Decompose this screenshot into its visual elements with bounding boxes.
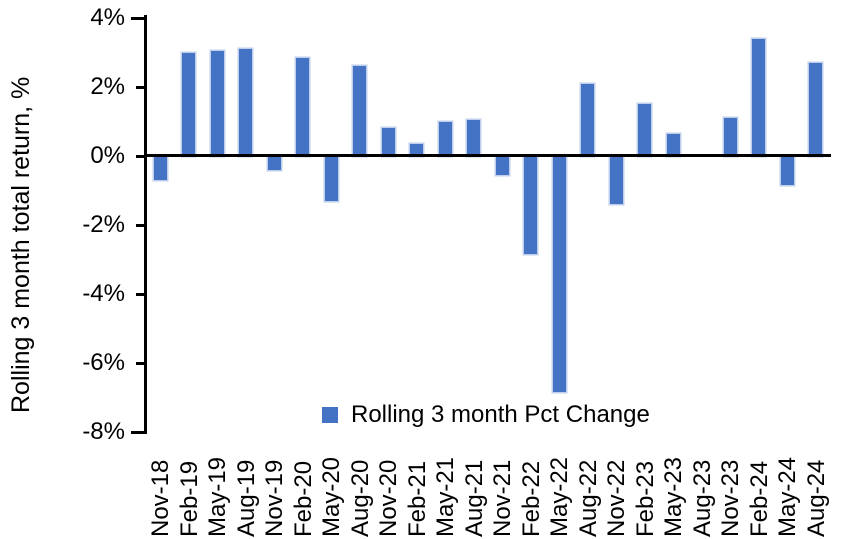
y-tick-label: -8% <box>82 418 125 445</box>
x-tick-label: Nov-23 <box>717 459 745 537</box>
bar-May-24 <box>780 156 794 186</box>
x-tick-label: Aug-22 <box>574 459 602 537</box>
x-tick-label: May-23 <box>660 456 688 537</box>
x-tick-label: Aug-24 <box>802 459 830 537</box>
y-tick-mark <box>136 85 145 89</box>
y-tick-mark <box>136 223 145 227</box>
x-tick-label: Feb-23 <box>631 460 659 537</box>
x-tick-label: Feb-20 <box>289 460 317 537</box>
y-tick-mark <box>136 154 145 158</box>
x-tick-label: Feb-24 <box>745 460 773 537</box>
x-tick-label: Aug-21 <box>460 459 488 537</box>
bar-Aug-21 <box>467 119 481 156</box>
bar-Nov-20 <box>381 128 395 156</box>
bar-May-22 <box>552 156 566 393</box>
x-tick-label: May-22 <box>546 456 574 537</box>
bar-Feb-19 <box>182 52 196 156</box>
y-axis-title: Rolling 3 month total return, % <box>7 76 35 413</box>
bar-Feb-23 <box>638 104 652 156</box>
x-tick-label: Nov-20 <box>375 459 403 537</box>
bar-Feb-24 <box>752 38 766 156</box>
x-tick-label: Nov-18 <box>147 459 175 537</box>
x-tick-label: Aug-20 <box>346 459 374 537</box>
x-tick-label: Nov-22 <box>603 459 631 537</box>
legend: Rolling 3 month Pct Change <box>322 401 650 429</box>
y-tick-mark <box>131 16 145 20</box>
x-tick-label: Aug-23 <box>688 459 716 537</box>
y-tick-label: -6% <box>82 349 125 376</box>
bar-Feb-22 <box>524 156 538 255</box>
bar-Feb-21 <box>410 143 424 156</box>
x-tick-label: Feb-21 <box>403 460 431 537</box>
bar-Aug-24 <box>809 62 823 156</box>
x-tick-label: Feb-19 <box>175 460 203 537</box>
y-axis-line <box>144 15 147 434</box>
bar-Nov-21 <box>495 156 509 175</box>
bar-Nov-22 <box>609 156 623 205</box>
x-tick-label: May-19 <box>204 456 232 537</box>
y-tick-label: -4% <box>82 280 125 307</box>
y-tick-mark <box>136 292 145 296</box>
bar-May-19 <box>210 50 224 156</box>
legend-square-marker-icon <box>322 407 338 423</box>
x-tick-label: May-20 <box>318 456 346 537</box>
x-tick-label: May-21 <box>432 456 460 537</box>
y-tick-mark <box>136 361 145 365</box>
y-tick-label: 4% <box>90 4 125 31</box>
y-tick-label: 2% <box>90 73 125 100</box>
bar-Nov-19 <box>267 156 281 170</box>
bar-May-20 <box>324 156 338 201</box>
bar-Feb-20 <box>296 57 310 156</box>
bar-Aug-19 <box>239 49 253 156</box>
x-tick-label: Nov-21 <box>489 459 517 537</box>
bar-May-23 <box>666 133 680 156</box>
y-tick-mark <box>131 430 145 434</box>
x-axis-zero-line <box>144 154 831 157</box>
bar-May-21 <box>438 121 452 156</box>
bar-Nov-18 <box>153 156 167 181</box>
x-tick-label: Nov-19 <box>261 459 289 537</box>
x-tick-label: Feb-22 <box>517 460 545 537</box>
y-tick-label: 0% <box>90 142 125 169</box>
x-tick-label: Aug-19 <box>232 459 260 537</box>
legend-label: Rolling 3 month Pct Change <box>351 401 650 428</box>
bar-Aug-22 <box>581 83 595 156</box>
bar-Nov-23 <box>723 118 737 156</box>
bar-Aug-20 <box>353 66 367 156</box>
y-tick-label: -2% <box>82 211 125 238</box>
x-tick-label: May-24 <box>774 456 802 537</box>
